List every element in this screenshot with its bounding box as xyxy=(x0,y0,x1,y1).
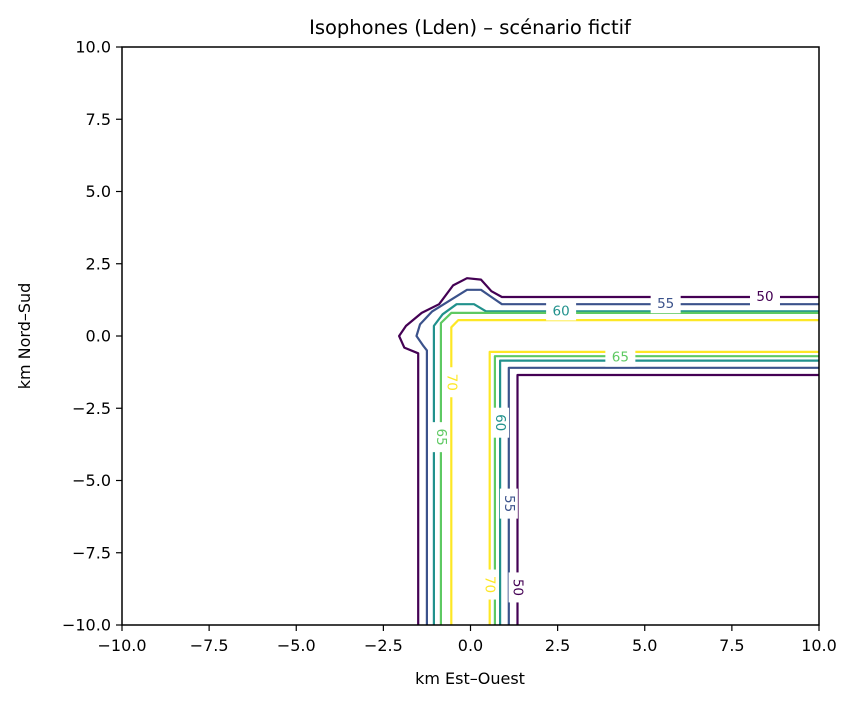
contour-label-gap-50-2 xyxy=(508,572,527,603)
x-tick-label: −2.5 xyxy=(364,636,403,655)
contour-label-gap-65-2 xyxy=(431,422,450,453)
chart-title: Isophones (Lden) – scénario fictif xyxy=(309,16,632,39)
contour-line-50-2 xyxy=(516,373,819,625)
x-tick-label: 2.5 xyxy=(545,636,570,655)
contour-label-gap-70-2 xyxy=(480,569,499,600)
contour-label-65-1: 65 xyxy=(612,350,629,366)
contour-label-gap-55-2 xyxy=(499,488,518,519)
contour-line-70-2 xyxy=(488,350,819,625)
contour-label-gap-60-1 xyxy=(546,302,577,321)
x-tick-label: −7.5 xyxy=(190,636,229,655)
y-tick-label: −2.5 xyxy=(72,399,111,418)
y-tick-label: 10.0 xyxy=(75,38,111,57)
y-tick-label: −7.5 xyxy=(72,543,111,562)
x-tick-label: 10.0 xyxy=(801,636,837,655)
contour-labels: 50 50 55 55 60 60 65 65 70 70 xyxy=(431,287,780,603)
y-axis-title: km Nord–Sud xyxy=(15,283,34,390)
contour-label-55-2: 55 xyxy=(501,495,517,512)
contour-line-70-1 xyxy=(450,319,819,625)
x-axis-ticks: −10.0 −7.5 −5.0 −2.5 0.0 2.5 5.0 7.5 10.0 xyxy=(97,625,837,655)
x-tick-label: −10.0 xyxy=(97,636,146,655)
contour-label-gap-60-2 xyxy=(491,407,510,438)
contour-line-55-1 xyxy=(415,288,819,625)
x-tick-label: 5.0 xyxy=(632,636,657,655)
y-tick-label: −10.0 xyxy=(62,616,111,635)
contour-line-55-2 xyxy=(507,366,819,625)
contour-label-70-2: 70 xyxy=(482,576,498,593)
y-tick-label: 0.0 xyxy=(86,327,111,346)
contour-line-65-1 xyxy=(439,311,819,625)
contour-line-50-1 xyxy=(398,277,819,625)
contour-label-gap-65-1 xyxy=(605,348,636,367)
y-tick-label: 7.5 xyxy=(86,110,111,129)
contour-label-gap-70-1 xyxy=(442,367,461,398)
contour-label-60-1: 60 xyxy=(553,303,570,319)
y-axis-ticks: −10.0 −7.5 −5.0 −2.5 0.0 2.5 5.0 7.5 10.0 xyxy=(62,38,122,635)
contour-line-60-2 xyxy=(499,359,819,625)
x-tick-label: 0.0 xyxy=(458,636,483,655)
contour-line-60-1 xyxy=(432,303,819,625)
contour-label-gap-50-1 xyxy=(749,287,780,306)
y-tick-label: 5.0 xyxy=(86,182,111,201)
contour-label-gap-55-1 xyxy=(650,295,681,314)
contour-label-60-2: 60 xyxy=(492,414,508,431)
x-axis-title: km Est–Ouest xyxy=(415,669,525,688)
contour-label-50-2: 50 xyxy=(510,579,526,596)
contour-label-50-1: 50 xyxy=(756,289,773,305)
y-tick-label: 2.5 xyxy=(86,254,111,273)
x-tick-label: −5.0 xyxy=(277,636,316,655)
contour-label-65-2: 65 xyxy=(433,429,449,446)
contour-label-70-1: 70 xyxy=(443,374,459,391)
y-tick-label: −5.0 xyxy=(72,471,111,490)
contour-lines xyxy=(398,277,819,625)
contour-label-55-1: 55 xyxy=(657,296,674,312)
x-tick-label: 7.5 xyxy=(719,636,744,655)
contour-line-65-2 xyxy=(493,355,819,625)
